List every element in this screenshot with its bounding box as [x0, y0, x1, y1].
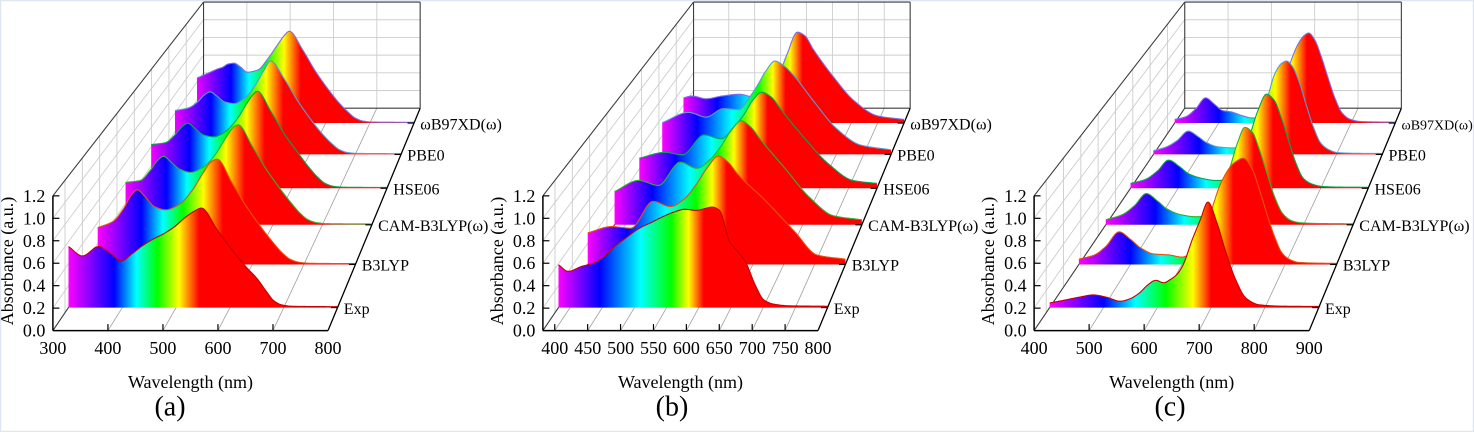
svg-text:0.0: 0.0 [1004, 321, 1026, 341]
svg-text:Wavelength (nm): Wavelength (nm) [128, 372, 253, 393]
svg-text:0.2: 0.2 [23, 298, 46, 318]
svg-text:(a): (a) [154, 392, 185, 423]
svg-text:B3LYP: B3LYP [1343, 258, 1390, 275]
svg-text:700: 700 [1186, 338, 1213, 358]
svg-text:0.6: 0.6 [513, 253, 536, 273]
svg-text:Exp: Exp [834, 301, 860, 318]
svg-text:CAM-B3LYP(ω): CAM-B3LYP(ω) [1359, 218, 1469, 235]
svg-text:Wavelength (nm): Wavelength (nm) [1109, 372, 1234, 393]
svg-text:750: 750 [772, 338, 799, 358]
svg-text:B3LYP: B3LYP [362, 258, 409, 275]
svg-text:600: 600 [205, 338, 232, 358]
svg-text:(c): (c) [1154, 392, 1185, 423]
svg-text:(b): (b) [656, 392, 689, 423]
svg-text:HSE06: HSE06 [883, 182, 929, 199]
svg-text:400: 400 [1021, 338, 1048, 358]
svg-text:900: 900 [1296, 338, 1323, 358]
svg-text:1.0: 1.0 [23, 208, 46, 228]
svg-text:0.2: 0.2 [513, 298, 536, 318]
svg-text:800: 800 [805, 338, 832, 358]
svg-text:ωB97XD(ω): ωB97XD(ω) [420, 116, 502, 133]
svg-text:0.2: 0.2 [1004, 298, 1026, 318]
svg-text:0.4: 0.4 [1004, 276, 1026, 296]
svg-text:0.4: 0.4 [513, 276, 536, 296]
svg-text:1.2: 1.2 [23, 186, 46, 206]
svg-text:500: 500 [607, 338, 634, 358]
svg-text:0.0: 0.0 [513, 321, 536, 341]
svg-text:CAM-B3LYP(ω): CAM-B3LYP(ω) [868, 218, 978, 235]
svg-text:500: 500 [1076, 338, 1103, 358]
svg-text:CAM-B3LYP(ω): CAM-B3LYP(ω) [378, 218, 488, 235]
svg-text:800: 800 [315, 338, 342, 358]
svg-text:Absorbance (a.u.): Absorbance (a.u.) [978, 197, 999, 325]
svg-text:800: 800 [1241, 338, 1268, 358]
svg-text:300: 300 [39, 338, 66, 358]
svg-text:ωB97XD(ω): ωB97XD(ω) [1402, 118, 1474, 133]
svg-text:600: 600 [1131, 338, 1158, 358]
svg-text:B3LYP: B3LYP [852, 258, 899, 275]
svg-text:HSE06: HSE06 [393, 182, 439, 199]
svg-text:Wavelength (nm): Wavelength (nm) [618, 372, 743, 393]
svg-text:0.8: 0.8 [513, 231, 536, 251]
svg-text:PBE0: PBE0 [897, 148, 934, 165]
svg-text:1.2: 1.2 [1004, 186, 1026, 206]
svg-text:550: 550 [640, 338, 667, 358]
svg-text:1.0: 1.0 [513, 208, 536, 228]
svg-text:Absorbance (a.u.): Absorbance (a.u.) [487, 197, 508, 325]
svg-text:500: 500 [149, 338, 176, 358]
svg-text:HSE06: HSE06 [1375, 182, 1421, 199]
svg-text:0.8: 0.8 [23, 231, 46, 251]
svg-text:1.2: 1.2 [513, 186, 536, 206]
svg-text:600: 600 [673, 338, 700, 358]
svg-text:Absorbance (a.u.): Absorbance (a.u.) [0, 197, 18, 325]
svg-text:0.8: 0.8 [1004, 231, 1026, 251]
svg-text:0.6: 0.6 [23, 253, 46, 273]
svg-text:650: 650 [706, 338, 733, 358]
svg-text:400: 400 [94, 338, 121, 358]
svg-text:PBE0: PBE0 [1389, 148, 1426, 165]
svg-text:Exp: Exp [1325, 301, 1351, 318]
svg-text:ωB97XD(ω): ωB97XD(ω) [910, 116, 992, 133]
svg-text:PBE0: PBE0 [407, 148, 444, 165]
svg-text:0.6: 0.6 [1004, 253, 1026, 273]
svg-text:400: 400 [541, 338, 568, 358]
svg-text:Exp: Exp [344, 301, 370, 318]
svg-text:700: 700 [260, 338, 287, 358]
svg-text:700: 700 [739, 338, 766, 358]
svg-text:0.0: 0.0 [23, 321, 46, 341]
svg-text:1.0: 1.0 [1004, 208, 1026, 228]
svg-text:450: 450 [574, 338, 601, 358]
svg-text:0.4: 0.4 [23, 276, 46, 296]
